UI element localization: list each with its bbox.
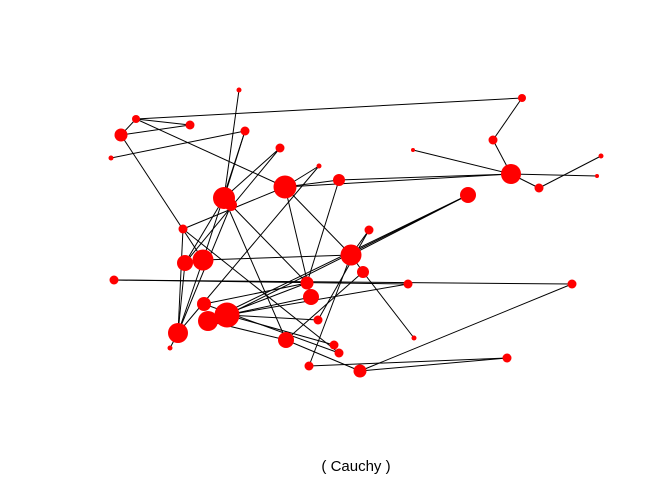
graph-edge xyxy=(113,279,409,285)
graph-edge xyxy=(492,97,523,141)
graph-node xyxy=(198,311,218,331)
graph-node xyxy=(353,364,367,378)
graph-node xyxy=(357,266,369,278)
graph-node xyxy=(598,153,604,159)
graph-edge xyxy=(359,357,508,372)
graph-edge xyxy=(182,228,340,354)
graph-edge xyxy=(202,254,352,261)
graph-node xyxy=(177,255,193,271)
graph-node xyxy=(534,183,544,193)
graph-edge xyxy=(510,173,598,177)
graph-node xyxy=(214,302,240,328)
graph-node xyxy=(334,348,344,358)
graph-edge xyxy=(184,197,225,264)
graph-node xyxy=(333,174,345,186)
graph-edge xyxy=(120,134,204,261)
graph-edge xyxy=(538,155,602,189)
graph-node xyxy=(460,187,476,203)
graph-node xyxy=(403,279,413,289)
graph-edge xyxy=(362,271,415,339)
graph-node xyxy=(168,323,188,343)
graph-node xyxy=(303,289,319,305)
graph-caption: ( Cauchy ) xyxy=(321,458,391,475)
graph-node xyxy=(502,353,512,363)
graph-edge xyxy=(110,130,246,159)
graph-edge xyxy=(226,314,319,321)
graph-node xyxy=(178,224,188,234)
graph-node xyxy=(340,244,362,266)
graph-node xyxy=(185,120,195,130)
graph-edge xyxy=(412,149,512,175)
graph-edge xyxy=(308,357,508,367)
graph-edge xyxy=(285,339,361,372)
graph-node xyxy=(411,335,417,341)
graph-edge xyxy=(223,89,240,199)
graph-edge xyxy=(306,179,340,284)
graph-node xyxy=(197,297,211,311)
graph-edge xyxy=(177,262,186,334)
graph-node xyxy=(411,148,415,152)
graph-node xyxy=(364,225,374,235)
graph-edge xyxy=(120,124,191,136)
graph-node xyxy=(114,128,128,142)
graph-edge xyxy=(284,186,352,256)
graph-node xyxy=(300,276,314,290)
graph-edge xyxy=(226,314,335,346)
graph-edge xyxy=(203,282,308,305)
graph-node xyxy=(236,87,242,93)
graph-node xyxy=(278,332,294,348)
graph-edge xyxy=(207,194,469,322)
graph-edge xyxy=(135,118,286,188)
graph-edge xyxy=(135,97,523,120)
graph-edge xyxy=(223,197,287,341)
graph-node xyxy=(567,279,577,289)
graph-edge xyxy=(338,173,512,181)
graph-node xyxy=(108,155,114,161)
graph-node xyxy=(167,345,173,351)
graph-node xyxy=(316,163,322,169)
graph-edge xyxy=(223,147,281,199)
graph-node xyxy=(488,135,498,145)
graph-edge xyxy=(135,118,191,126)
graph-node xyxy=(109,275,119,285)
graph-edge xyxy=(285,271,364,341)
graph-node xyxy=(518,94,526,102)
graph-node xyxy=(304,361,314,371)
graph-node xyxy=(501,164,521,184)
graph-edge xyxy=(226,296,312,316)
graph-node xyxy=(595,174,599,178)
graph-edge xyxy=(359,283,573,372)
graph-node xyxy=(313,315,323,325)
graph-node xyxy=(132,115,140,123)
graph-edge xyxy=(284,173,512,188)
node-group xyxy=(108,87,604,378)
graph-edge xyxy=(317,229,370,321)
graph-node xyxy=(275,143,285,153)
graph-node xyxy=(329,340,339,350)
graph-edge xyxy=(230,204,308,284)
graph-edge xyxy=(177,259,204,334)
graph-node xyxy=(240,126,250,136)
graph-node xyxy=(192,249,214,271)
graph-node xyxy=(225,199,237,211)
graph-node xyxy=(273,175,297,199)
